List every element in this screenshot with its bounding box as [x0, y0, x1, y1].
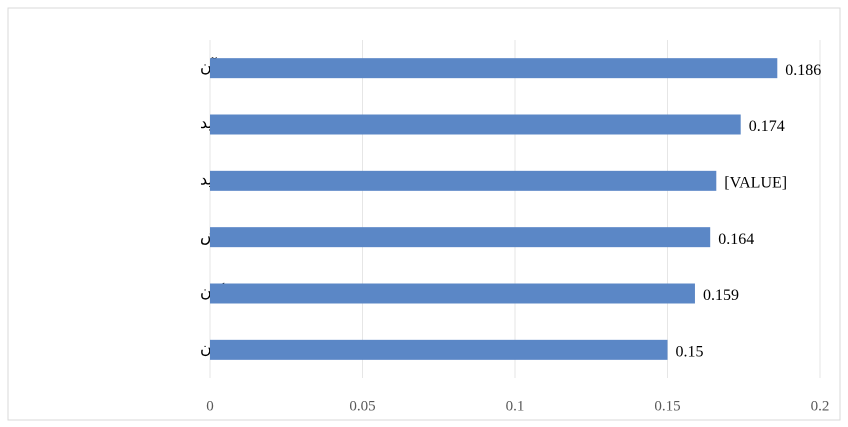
x-tick-label: 0.2 [811, 398, 830, 414]
data-label: 0.186 [785, 62, 821, 79]
bar [210, 58, 778, 79]
bar [210, 339, 668, 360]
bar [210, 227, 711, 248]
data-label: 0.174 [749, 118, 785, 135]
bar [210, 170, 717, 191]
x-tick-label: 0.15 [654, 398, 680, 414]
data-label: 0.159 [703, 287, 739, 304]
bar [210, 283, 695, 304]
bar [210, 114, 741, 135]
x-tick-label: 0.05 [349, 398, 375, 414]
x-tick-label: 0 [206, 398, 214, 414]
data-label: 0.15 [676, 344, 704, 361]
data-label: 0.164 [718, 231, 754, 248]
data-label: [VALUE] [724, 175, 787, 192]
x-tick-label: 0.1 [506, 398, 525, 414]
